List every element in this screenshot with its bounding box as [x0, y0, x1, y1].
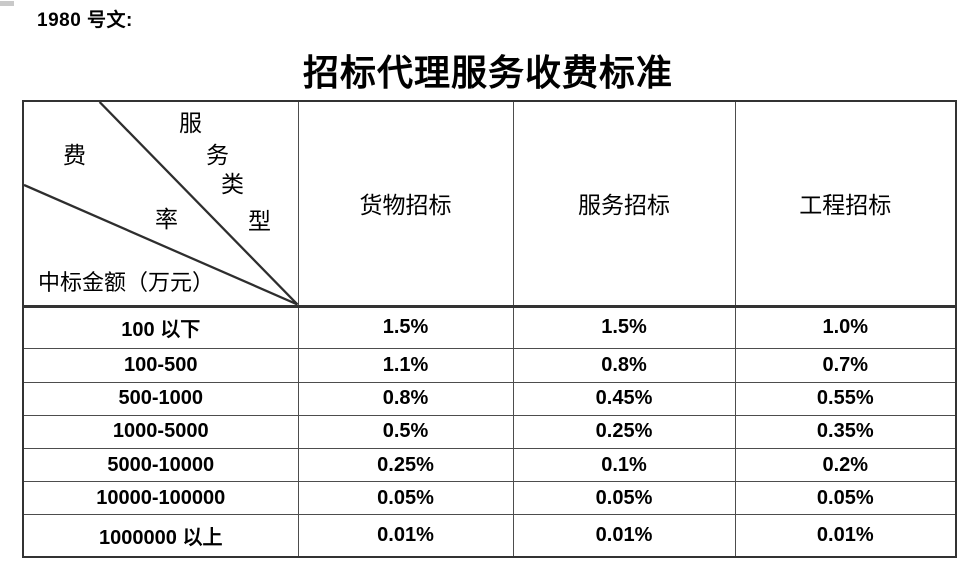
table-row: 100 以下 1.5% 1.5% 1.0%	[22, 305, 957, 350]
rate-cell: 0.45%	[512, 381, 736, 416]
rate-cell: 0.2%	[734, 447, 957, 483]
fee-standard-table: 服 务 类 型 费 率 中标金额（万元） 货物招标 服务招标 工程招标 100 …	[22, 100, 957, 558]
column-header-service: 服务招标	[512, 100, 736, 308]
corner-fee-char: 费	[63, 143, 86, 168]
rate-cell: 0.05%	[512, 481, 736, 516]
table-row: 100-500 1.1% 0.8% 0.7%	[22, 348, 957, 383]
rate-cell: 0.8%	[297, 381, 514, 416]
rate-cell: 0.25%	[512, 414, 736, 449]
table-header-row: 服 务 类 型 费 率 中标金额（万元） 货物招标 服务招标 工程招标	[22, 100, 957, 308]
rate-cell: 0.05%	[297, 481, 514, 516]
amount-range-cell: 100-500	[22, 348, 299, 383]
corner-amount-axis-label: 中标金额（万元）	[38, 270, 215, 296]
rate-cell: 1.1%	[297, 348, 514, 383]
rate-cell: 1.5%	[297, 305, 514, 350]
amount-range-cell: 1000000 以上	[22, 514, 299, 558]
rate-cell: 0.01%	[512, 514, 736, 558]
document-ref-label: 1980 号文:	[37, 10, 133, 31]
rate-cell: 0.01%	[734, 514, 957, 558]
rate-cell: 0.01%	[297, 514, 514, 558]
rate-cell: 0.7%	[734, 348, 957, 383]
rate-cell: 0.8%	[512, 348, 736, 383]
table-corner-cell: 服 务 类 型 费 率 中标金额（万元）	[22, 100, 299, 308]
corner-service-type-char-4: 型	[248, 209, 271, 234]
rate-cell: 0.5%	[297, 414, 514, 449]
rate-cell: 0.25%	[297, 447, 514, 483]
amount-range-cell: 100 以下	[22, 305, 299, 350]
table-row: 1000-5000 0.5% 0.25% 0.35%	[22, 414, 957, 449]
table-row: 5000-10000 0.25% 0.1% 0.2%	[22, 447, 957, 483]
table-row: 10000-100000 0.05% 0.05% 0.05%	[22, 481, 957, 516]
amount-range-cell: 500-1000	[22, 381, 299, 416]
corner-service-type-char-3: 类	[221, 172, 244, 197]
corner-service-type-char-2: 务	[206, 143, 229, 168]
table-row: 1000000 以上 0.01% 0.01% 0.01%	[22, 514, 957, 558]
amount-range-cell: 10000-100000	[22, 481, 299, 516]
amount-range-cell: 1000-5000	[22, 414, 299, 449]
rate-cell: 0.1%	[512, 447, 736, 483]
corner-service-type-char-1: 服	[179, 111, 202, 136]
rate-cell: 1.5%	[512, 305, 736, 350]
rate-cell: 0.05%	[734, 481, 957, 516]
column-header-goods: 货物招标	[297, 100, 514, 308]
amount-range-cell: 5000-10000	[22, 447, 299, 483]
page-title: 招标代理服务收费标准	[302, 53, 673, 93]
corner-rate-char: 率	[155, 207, 178, 232]
rate-cell: 1.0%	[734, 305, 957, 350]
table-row: 500-1000 0.8% 0.45% 0.55%	[22, 381, 957, 416]
scan-artifact-mark	[0, 1, 14, 6]
column-header-engineering: 工程招标	[734, 100, 957, 308]
rate-cell: 0.35%	[734, 414, 957, 449]
diagonal-divider-lines	[24, 102, 298, 305]
rate-cell: 0.55%	[734, 381, 957, 416]
